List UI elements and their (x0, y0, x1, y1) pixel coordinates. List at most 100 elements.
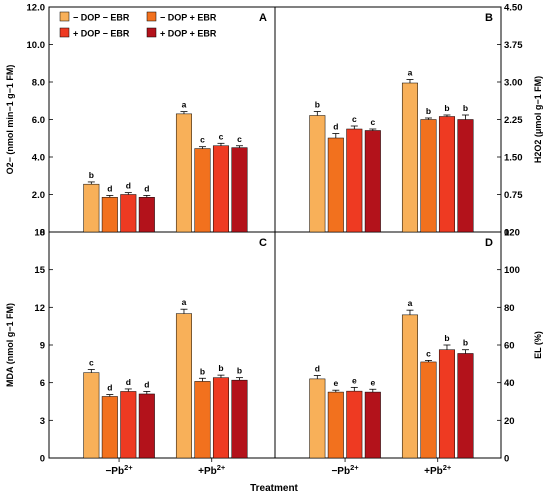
y-tick-label-c-3: 9 (40, 341, 45, 352)
y-tick-label-c-5: 15 (34, 265, 45, 276)
y-tick-label-c-0: 0 (40, 454, 45, 465)
bar-c-0-0 (83, 372, 100, 459)
y-tick-label-d-0: 0 (504, 454, 509, 465)
legend-label-0: − DOP − EBR (73, 13, 130, 23)
panel-label-c: C (259, 237, 267, 249)
legend-label-2: + DOP − EBR (73, 29, 130, 39)
y-tick-label-a-5: 10.0 (27, 40, 46, 51)
y-tick-label-d-4: 80 (504, 303, 515, 314)
bar-d-0-3 (364, 391, 381, 459)
bar-a-1-1 (194, 148, 211, 233)
significance-letter-c-1-0: a (182, 297, 187, 307)
bar-c-1-1 (194, 381, 211, 459)
bar-a-1-2 (212, 145, 229, 233)
significance-letter-c-1-2: b (218, 363, 223, 373)
bar-d-1-1 (420, 361, 437, 459)
chart-panels: A 0 2.0 4.0 6.0 8.0 10.0 12.0 O2− (nmol min−1 g−… (5, 3, 543, 478)
y-tick-label-c-2: 6 (40, 378, 45, 389)
y-tick-label-c-1: 3 (40, 416, 45, 427)
bar-a-0-2 (120, 194, 137, 233)
y-axis-label-c: MDA (nmol g−1 FM) (5, 303, 15, 387)
legend-swatch-1 (146, 11, 157, 22)
significance-letter-c-0-3: d (144, 379, 149, 389)
legend-swatch-3 (146, 27, 157, 38)
significance-letter-d-0-3: e (370, 377, 375, 387)
y-tick-label-b-0: 0 (504, 228, 509, 239)
y-tick-label-d-3: 60 (504, 341, 515, 352)
category-label-c-0: −Pb2+ (105, 463, 133, 477)
significance-letter-c-0-0: c (89, 357, 94, 367)
y-tick-label-b-6: 4.50 (504, 3, 523, 14)
y-tick-label-a-3: 6.0 (32, 115, 45, 126)
y-tick-label-b-4: 3.00 (504, 78, 523, 89)
bar-b-1-3 (457, 119, 474, 233)
bar-b-1-2 (438, 116, 455, 233)
significance-letter-c-0-1: d (107, 383, 112, 393)
bar-a-0-0 (83, 183, 100, 233)
bar-b-1-1 (420, 119, 437, 233)
category-label-d-1: +Pb2+ (424, 463, 452, 477)
significance-letter-b-0-0: b (315, 100, 320, 110)
significance-letter-c-0-2: d (126, 377, 131, 387)
significance-letter-a-1-1: c (200, 135, 205, 145)
bar-a-0-3 (138, 197, 155, 233)
y-tick-label-a-6: 12.0 (27, 3, 46, 14)
y-tick-label-b-1: 0.75 (504, 190, 523, 201)
y-tick-label-c-4: 12 (34, 303, 45, 314)
significance-letter-d-0-1: e (333, 378, 338, 388)
bar-d-0-0 (309, 378, 326, 459)
bar-c-0-1 (101, 396, 118, 459)
significance-letter-c-1-3: b (237, 366, 242, 376)
legend-label-1: − DOP + EBR (160, 13, 217, 23)
y-tick-label-b-3: 2.25 (504, 115, 523, 126)
significance-letter-b-1-0: a (408, 68, 413, 78)
y-tick-label-b-2: 1.50 (504, 153, 523, 164)
y-axis-label-b: H2O2 (μmol g−1 FM) (533, 76, 543, 163)
legend: − DOP − EBR − DOP + EBR + DOP − EBR + DO… (59, 11, 217, 39)
x-axis-title: Treatment (250, 483, 298, 494)
bar-c-1-3 (231, 379, 248, 459)
legend-label-3: + DOP + EBR (160, 29, 217, 39)
panel-label-b: B (485, 12, 493, 24)
significance-letter-a-0-3: d (144, 183, 149, 193)
category-label-c-1: +Pb2+ (198, 463, 226, 477)
y-tick-label-d-6: 120 (504, 228, 520, 239)
significance-letter-b-1-1: b (426, 106, 431, 116)
y-tick-label-b-5: 3.75 (504, 40, 523, 51)
bar-b-0-3 (364, 130, 381, 233)
significance-letter-d-1-3: b (463, 338, 468, 348)
panel-label-d: D (485, 237, 493, 249)
significance-letter-c-1-1: b (200, 366, 205, 376)
significance-letter-b-0-2: c (352, 114, 357, 124)
y-axis-label-a: O2− (nmol min−1 g−1 FM) (5, 65, 15, 175)
category-label-d-0: −Pb2+ (331, 463, 359, 477)
bar-d-1-2 (438, 349, 455, 459)
y-tick-label-a-2: 4.0 (32, 153, 45, 164)
significance-letter-a-1-2: c (219, 131, 224, 141)
significance-letter-b-1-3: b (463, 103, 468, 113)
significance-letter-a-1-3: c (237, 134, 242, 144)
significance-letter-b-1-2: b (444, 103, 449, 113)
y-tick-label-a-4: 8.0 (32, 78, 45, 89)
significance-letter-b-0-1: d (333, 122, 338, 132)
legend-swatch-2 (59, 27, 70, 38)
bar-d-1-3 (457, 353, 474, 459)
bar-a-1-3 (231, 147, 248, 233)
bar-d-0-2 (346, 390, 363, 459)
bar-d-1-0 (401, 314, 418, 459)
bar-c-0-3 (138, 393, 155, 459)
bar-c-1-0 (175, 313, 192, 459)
bar-d-0-1 (327, 391, 344, 459)
significance-letter-b-0-3: c (370, 117, 375, 127)
significance-letter-a-0-1: d (107, 183, 112, 193)
bar-c-1-2 (212, 377, 229, 459)
y-tick-label-d-1: 20 (504, 416, 515, 427)
y-tick-label-a-1: 2.0 (32, 190, 45, 201)
bar-c-0-2 (120, 391, 137, 459)
significance-letter-a-1-0: a (182, 100, 187, 110)
panel-label-a: A (259, 12, 267, 24)
y-tick-label-a-0: 0 (40, 228, 45, 239)
y-tick-label-d-5: 100 (504, 265, 520, 276)
y-tick-label-d-2: 40 (504, 378, 515, 389)
